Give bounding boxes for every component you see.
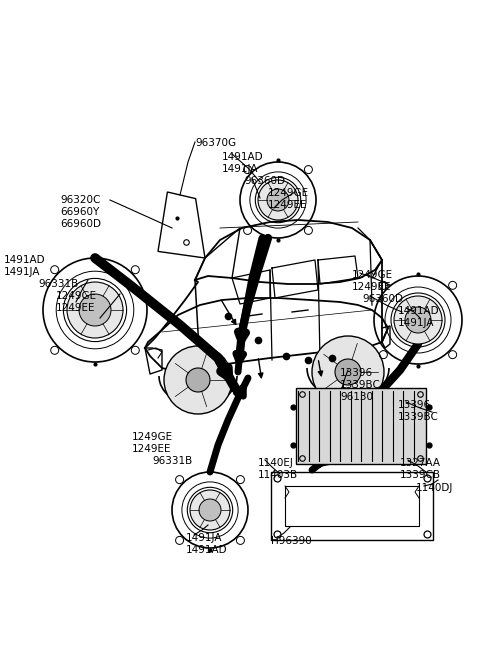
Text: 1140DJ: 1140DJ bbox=[416, 483, 454, 493]
Text: 1249EE: 1249EE bbox=[132, 444, 171, 454]
Circle shape bbox=[258, 180, 298, 220]
Text: 1491JA: 1491JA bbox=[4, 267, 40, 277]
Text: 96130: 96130 bbox=[340, 392, 373, 402]
Text: 11403B: 11403B bbox=[258, 470, 298, 480]
Text: 96360D: 96360D bbox=[244, 176, 285, 186]
Circle shape bbox=[394, 296, 442, 344]
Circle shape bbox=[67, 282, 123, 338]
Circle shape bbox=[267, 189, 289, 211]
Text: 66960D: 66960D bbox=[60, 219, 101, 229]
Text: 1249EE: 1249EE bbox=[352, 282, 392, 292]
Bar bbox=[271, 472, 433, 540]
Text: 1339BC: 1339BC bbox=[398, 412, 439, 422]
Circle shape bbox=[164, 346, 232, 414]
Circle shape bbox=[335, 359, 361, 385]
Text: 13396: 13396 bbox=[340, 368, 373, 378]
Text: 1249EE: 1249EE bbox=[268, 200, 308, 210]
Circle shape bbox=[190, 490, 230, 530]
Circle shape bbox=[312, 336, 384, 408]
Text: 1249GE: 1249GE bbox=[268, 188, 309, 198]
Circle shape bbox=[199, 499, 221, 521]
Text: 96320C: 96320C bbox=[60, 195, 100, 205]
Text: 96370G: 96370G bbox=[195, 138, 236, 148]
Text: 1327AA: 1327AA bbox=[400, 458, 441, 468]
Bar bbox=[285, 486, 419, 526]
Text: 1491JA: 1491JA bbox=[186, 533, 223, 543]
Text: 13396: 13396 bbox=[398, 400, 431, 410]
Text: 1491AD: 1491AD bbox=[186, 545, 228, 555]
Text: 1249GE: 1249GE bbox=[352, 270, 393, 280]
Text: 1491AD: 1491AD bbox=[398, 306, 440, 316]
Text: 96360D: 96360D bbox=[362, 294, 403, 304]
Text: 1249GE: 1249GE bbox=[132, 432, 173, 442]
Text: 1140EJ: 1140EJ bbox=[258, 458, 294, 468]
Text: 66960Y: 66960Y bbox=[60, 207, 99, 217]
Text: 1339CB: 1339CB bbox=[400, 470, 441, 480]
Circle shape bbox=[186, 368, 210, 392]
Text: 96331B: 96331B bbox=[152, 456, 192, 466]
Bar bbox=[296, 388, 426, 464]
Text: 1339BC: 1339BC bbox=[340, 380, 381, 390]
Text: 1491JA: 1491JA bbox=[222, 164, 259, 174]
Text: 1249GE: 1249GE bbox=[56, 291, 97, 301]
Text: 96331B: 96331B bbox=[38, 279, 78, 289]
Circle shape bbox=[79, 294, 111, 326]
Text: 1491JA: 1491JA bbox=[398, 318, 434, 328]
Text: 1491AD: 1491AD bbox=[4, 255, 46, 265]
Text: H96390: H96390 bbox=[271, 536, 312, 546]
Text: 1491AD: 1491AD bbox=[222, 152, 264, 162]
Circle shape bbox=[405, 307, 431, 333]
Text: 1249EE: 1249EE bbox=[56, 303, 96, 313]
